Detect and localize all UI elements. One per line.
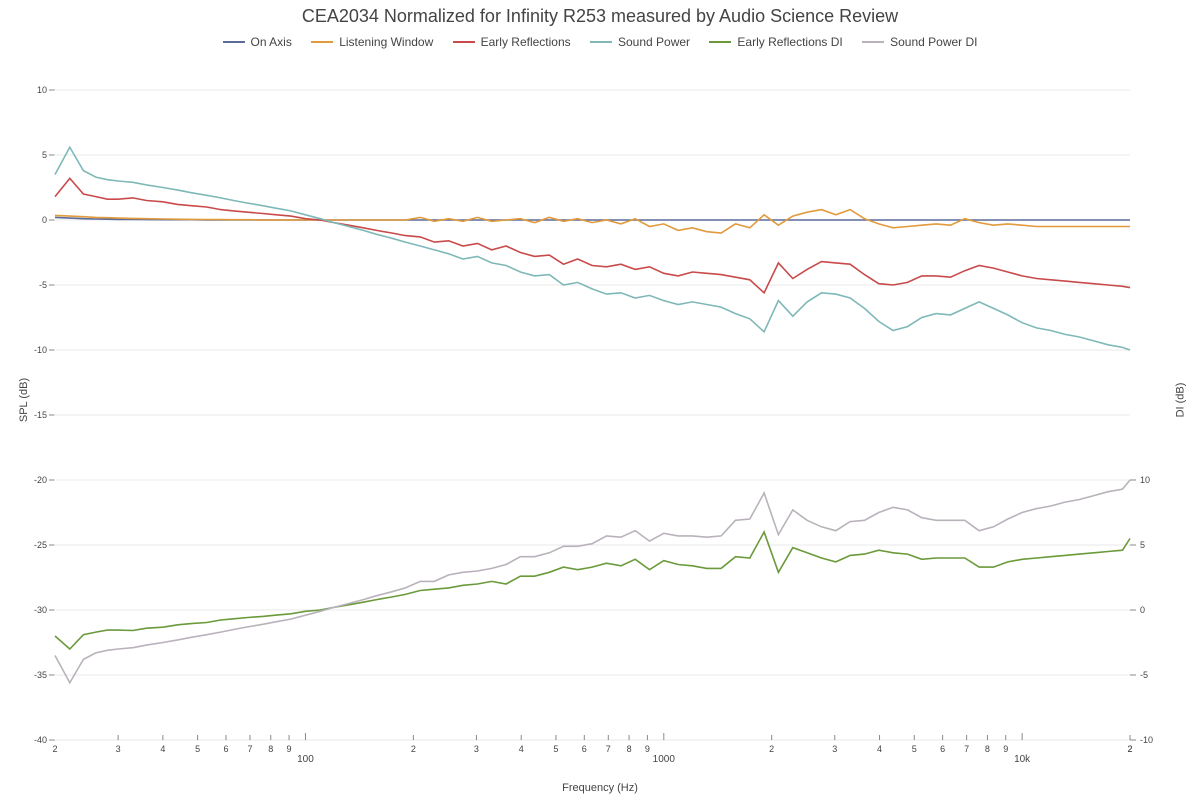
svg-text:3: 3 — [116, 744, 121, 754]
svg-text:-10: -10 — [1140, 735, 1153, 745]
svg-text:-35: -35 — [34, 670, 47, 680]
svg-text:8: 8 — [268, 744, 273, 754]
svg-text:8: 8 — [985, 744, 990, 754]
svg-text:7: 7 — [247, 744, 252, 754]
svg-text:100: 100 — [297, 754, 314, 765]
series-early_reflections_di — [55, 532, 1130, 649]
series-early_reflections — [55, 178, 1130, 292]
svg-text:6: 6 — [582, 744, 587, 754]
svg-text:2: 2 — [411, 744, 416, 754]
svg-text:10: 10 — [1140, 475, 1150, 485]
svg-text:5: 5 — [42, 150, 47, 160]
svg-text:10k: 10k — [1014, 754, 1031, 765]
svg-text:9: 9 — [1003, 744, 1008, 754]
svg-text:5: 5 — [912, 744, 917, 754]
svg-text:8: 8 — [627, 744, 632, 754]
svg-text:-25: -25 — [34, 540, 47, 550]
series-sound_power_di — [55, 480, 1130, 683]
svg-text:-30: -30 — [34, 605, 47, 615]
svg-text:3: 3 — [474, 744, 479, 754]
svg-text:-5: -5 — [39, 280, 47, 290]
svg-text:-15: -15 — [34, 410, 47, 420]
svg-text:-40: -40 — [34, 735, 47, 745]
svg-text:-20: -20 — [34, 475, 47, 485]
svg-text:2: 2 — [769, 744, 774, 754]
svg-text:6: 6 — [940, 744, 945, 754]
svg-text:2: 2 — [52, 744, 57, 754]
svg-text:7: 7 — [606, 744, 611, 754]
svg-text:-10: -10 — [34, 345, 47, 355]
series-sound_power — [55, 147, 1130, 350]
svg-text:-5: -5 — [1140, 670, 1148, 680]
svg-text:10: 10 — [37, 85, 47, 95]
chart-root: { "chart": { "type": "line", "title": "C… — [0, 0, 1200, 800]
svg-text:4: 4 — [877, 744, 882, 754]
svg-text:1000: 1000 — [653, 754, 676, 765]
svg-text:9: 9 — [645, 744, 650, 754]
svg-text:0: 0 — [1140, 605, 1145, 615]
svg-text:2: 2 — [1127, 744, 1132, 754]
svg-text:4: 4 — [160, 744, 165, 754]
svg-text:5: 5 — [553, 744, 558, 754]
plot-area: -40 -35 -30 -25 -20 -15 -10 -5 0 5 10 -10 -5 0 5 10 2 3 4 5… — [0, 0, 1200, 800]
series-listening_window — [55, 210, 1130, 233]
svg-text:7: 7 — [964, 744, 969, 754]
svg-text:9: 9 — [287, 744, 292, 754]
svg-text:3: 3 — [832, 744, 837, 754]
svg-text:0: 0 — [42, 215, 47, 225]
svg-text:5: 5 — [1140, 540, 1145, 550]
svg-text:4: 4 — [519, 744, 524, 754]
svg-text:5: 5 — [195, 744, 200, 754]
svg-text:6: 6 — [223, 744, 228, 754]
